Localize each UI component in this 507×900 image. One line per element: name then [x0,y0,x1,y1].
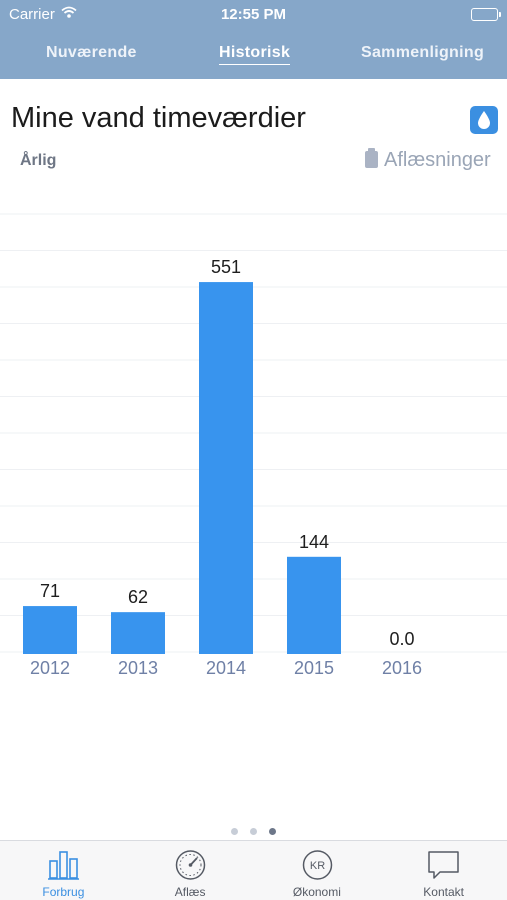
readings-label: Aflæsninger [384,149,491,171]
header-bar: Carrier 12:55 PM Nuværende Historisk Sam… [0,0,507,79]
bar-2012[interactable] [23,606,77,654]
tabbar-label: Kontakt [423,885,464,899]
tabbar-item-forbrug[interactable]: Forbrug [0,841,127,900]
bar-2013[interactable] [111,612,165,654]
tabbar-label: Aflæs [174,885,206,899]
bar-chart-icon [48,851,79,880]
chart-canvas: 71 2012 62 2013 551 2014 144 2015 0.0 2016 [0,213,507,678]
carrier-label: Carrier [9,6,55,23]
bar-2014[interactable] [199,282,253,654]
page-title: Mine vand timeværdier [11,102,306,134]
water-drop-icon [478,111,490,129]
bar-2015[interactable] [287,556,341,654]
value-label: 551 [211,257,241,277]
page-dot[interactable] [231,828,238,835]
clipboard-icon [365,148,378,168]
wifi-icon [61,6,77,23]
value-label: 71 [40,581,60,601]
gauge-icon [175,850,205,880]
kr-coin-icon: KR [302,850,332,880]
tab-nuvaerende[interactable]: Nuværende [46,44,137,61]
category-label: 2016 [382,658,422,678]
tabbar-label: Forbrug [42,885,85,899]
category-label: 2015 [294,658,334,678]
category-label: 2012 [30,658,70,678]
category-label: 2013 [118,658,158,678]
value-label: 144 [299,532,329,552]
page-dot-active[interactable] [269,828,276,835]
tab-historisk[interactable]: Historisk [219,44,291,65]
clock: 12:55 PM [220,6,287,23]
bar-chart: 71 2012 62 2013 551 2014 144 2015 0.0 2016 [0,190,507,690]
battery-icon [471,8,501,21]
tabbar-label: Økonomi [292,885,341,899]
tabbar-item-okonomi[interactable]: KR Økonomi [254,841,381,900]
status-bar: Carrier 12:55 PM [0,0,507,30]
tabbar-item-aflaes[interactable]: Aflæs [127,841,254,900]
water-drop-button[interactable] [470,106,498,134]
category-label: 2014 [206,658,246,678]
chat-bubble-icon [428,851,459,879]
tab-sammenligning[interactable]: Sammenligning [361,44,485,61]
page-dot[interactable] [250,828,257,835]
svg-text:KR: KR [309,860,324,872]
tab-bar: Forbrug Aflæs KR Økonomi Kontakt [0,840,507,900]
value-label: 0.0 [389,629,414,649]
tabbar-item-kontakt[interactable]: Kontakt [380,841,507,900]
segment-tabs: Nuværende Historisk Sammenligning [0,40,507,70]
page-indicator [0,822,507,840]
period-label: Årlig [20,152,57,169]
value-label: 62 [128,587,148,607]
readings-link[interactable]: Aflæsninger [365,148,491,172]
